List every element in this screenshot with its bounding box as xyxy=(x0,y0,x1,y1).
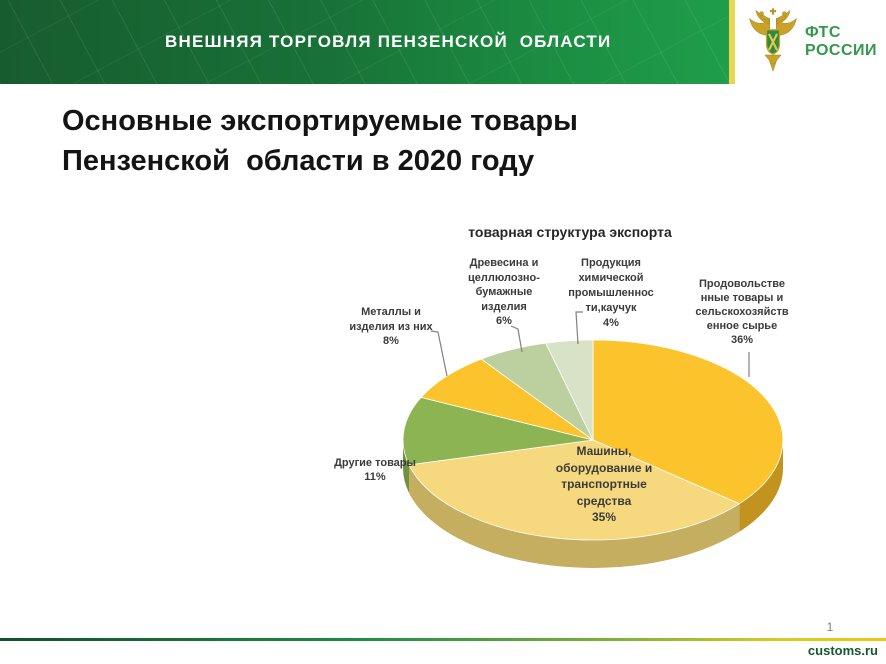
pie-label-1: Машины, оборудование и транспортные средств… xyxy=(555,444,653,524)
fts-logo-text: ФТС РОССИИ xyxy=(805,24,877,60)
pie-label-3: Металлы и изделия из них 8% xyxy=(349,306,433,347)
site-label: customs.ru xyxy=(807,643,878,658)
page-number: 1 xyxy=(826,620,834,634)
pie-leader-line-3 xyxy=(430,330,448,377)
banner-title: ВНЕШНЯЯ ТОРГОВЛЯ ПЕНЗЕНСКОЙ ОБЛАСТИ xyxy=(165,32,612,51)
banner-accent-stripe xyxy=(729,0,735,84)
fts-emblem-icon xyxy=(749,8,797,73)
fts-logo: ФТС РОССИИ xyxy=(735,0,886,84)
pie-slice-side-1 xyxy=(409,464,740,568)
pie-label-2: Другие товары 11% xyxy=(334,457,416,483)
pie-slice-0 xyxy=(592,339,784,505)
pie-leader-line-5 xyxy=(575,311,583,345)
pie-slice-3 xyxy=(420,358,594,441)
page-title-line2: Пензенской области в 2020 году xyxy=(62,145,535,177)
pie-label-5: Продукция химической промышленнос ти,каучук… xyxy=(568,257,654,329)
pie-label-0: Продовольстве нные товары и сельскохозяйст… xyxy=(695,278,789,346)
pie-slice-2 xyxy=(402,396,594,466)
page-title: Основные экспортируемые товары Пензенской… xyxy=(62,101,578,181)
footer-divider-line xyxy=(0,638,886,641)
pie-slice-5 xyxy=(545,339,594,441)
pie-slice-side-0 xyxy=(739,440,783,532)
fts-logo-line2: РОССИИ xyxy=(805,42,878,59)
pie-slice-1 xyxy=(408,439,741,541)
page-title-line1: Основные экспортируемые товары xyxy=(62,105,578,137)
pie-leader-line-4 xyxy=(510,325,523,353)
chart-title: товарная структура экспорта xyxy=(468,224,672,240)
header-banner: ВНЕШНЯЯ ТОРГОВЛЯ ПЕНЗЕНСКОЙ ОБЛАСТИ xyxy=(0,0,734,84)
pie-label-4: Древесина и целлюлозно-бумажные изделия 6% xyxy=(468,257,540,327)
fts-logo-line1: ФТС xyxy=(805,24,841,41)
